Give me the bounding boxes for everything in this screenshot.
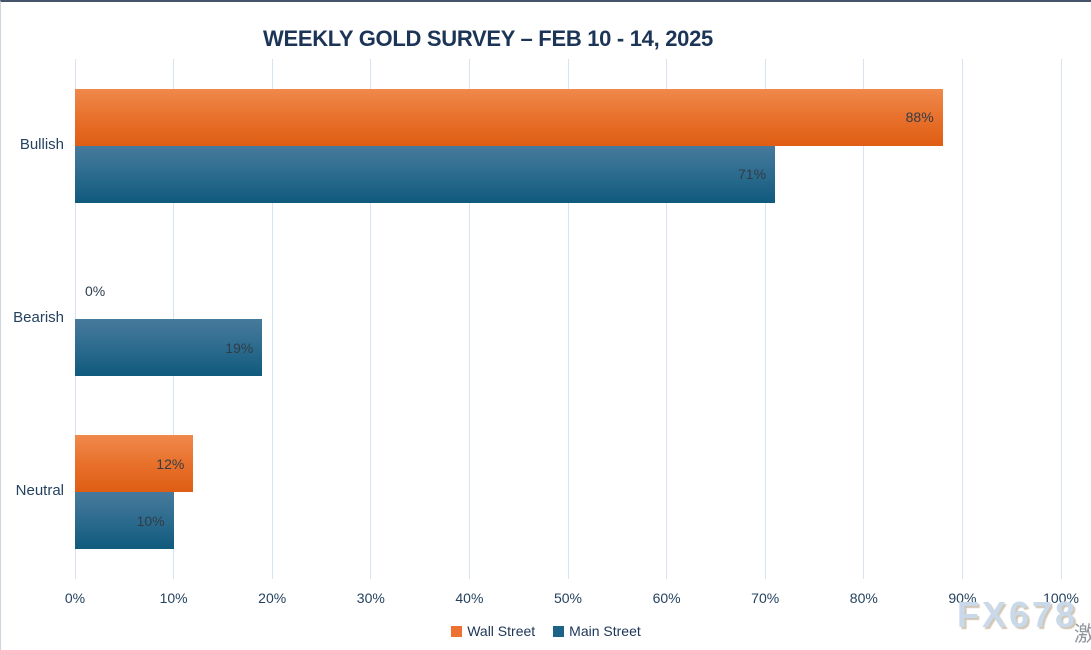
x-axis-tick-label: 70% bbox=[751, 590, 780, 606]
gridline bbox=[468, 59, 470, 579]
bar-main-street bbox=[75, 492, 174, 550]
x-axis-tick-label: 10% bbox=[159, 590, 188, 606]
gridline bbox=[863, 59, 865, 579]
gridline bbox=[271, 59, 273, 579]
bar-main-street bbox=[75, 145, 776, 203]
x-axis-tick-label: 80% bbox=[849, 590, 878, 606]
bar-main-street bbox=[75, 319, 263, 376]
bar-value-label: 12% bbox=[156, 455, 185, 472]
x-axis-tick-label: 60% bbox=[652, 590, 681, 606]
legend-swatch bbox=[553, 625, 565, 637]
bar-wall-street bbox=[75, 88, 943, 146]
category-label: Bearish bbox=[13, 309, 64, 326]
x-axis-tick-label: 50% bbox=[553, 590, 583, 606]
legend-item-main-street: Main Street bbox=[553, 623, 641, 639]
bar-value-label: 88% bbox=[905, 109, 934, 126]
x-axis-tick-label: 20% bbox=[258, 590, 287, 606]
gridline bbox=[666, 59, 668, 579]
x-axis-tick-label: 30% bbox=[356, 590, 385, 606]
bar-wall-street bbox=[75, 435, 194, 493]
watermark-fx678: FX678 bbox=[957, 594, 1079, 635]
bar-value-label: 10% bbox=[136, 512, 165, 529]
gridline bbox=[1060, 59, 1062, 579]
bar-value-label: 19% bbox=[225, 339, 254, 356]
bar-value-label: 71% bbox=[738, 166, 767, 183]
gridline bbox=[961, 59, 963, 579]
legend: Wall Street Main Street bbox=[1, 623, 1091, 639]
legend-label: Main Street bbox=[569, 623, 641, 639]
category-label: Bullish bbox=[19, 135, 64, 153]
bar-value-label: 0% bbox=[85, 282, 106, 299]
gridline bbox=[370, 59, 372, 579]
x-axis-tick-label: 90% bbox=[948, 590, 977, 606]
x-axis-tick-label: 0% bbox=[64, 590, 86, 606]
watermark-cjk: 激 bbox=[1074, 618, 1091, 648]
chart-title: WEEKLY GOLD SURVEY – FEB 10 - 14, 2025 bbox=[263, 26, 713, 51]
x-axis-tick-label: 100% bbox=[1043, 590, 1079, 606]
gridline bbox=[567, 59, 569, 579]
legend-label: Wall Street bbox=[467, 623, 536, 639]
legend-swatch bbox=[451, 625, 463, 637]
x-axis-tick-label: 40% bbox=[455, 590, 484, 606]
category-label: Neutral bbox=[15, 482, 64, 500]
gridline bbox=[764, 59, 766, 579]
legend-item-wall-street: Wall Street bbox=[451, 623, 535, 639]
